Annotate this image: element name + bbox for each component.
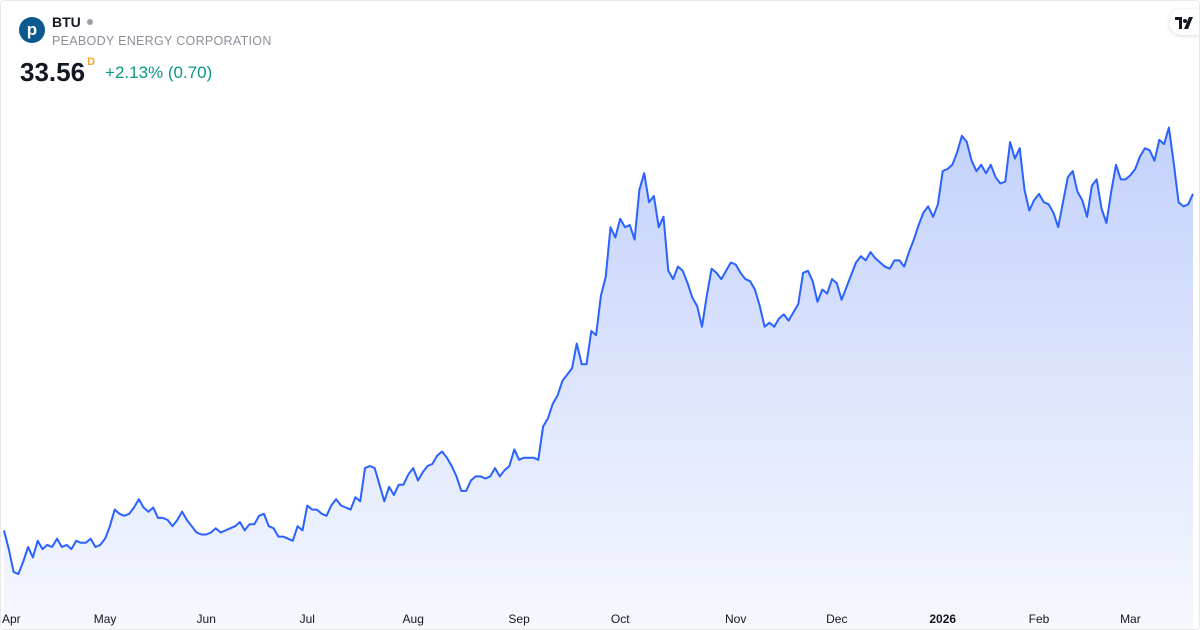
last-price: 33.56: [20, 57, 86, 87]
x-tick-label: Aug: [403, 612, 424, 626]
price-change: +2.13% (0.70): [105, 63, 213, 82]
price-line-header: 33.56 D +2.13% (0.70): [20, 56, 213, 88]
ticker-symbol[interactable]: BTU: [52, 14, 81, 30]
ticker-line: BTU: [52, 14, 93, 32]
x-tick-label: 2026: [929, 612, 956, 626]
market-status-dot-icon: [86, 19, 93, 25]
x-tick-label: Feb: [1029, 612, 1050, 626]
x-tick-label: Dec: [826, 612, 847, 626]
x-tick-label: Oct: [611, 612, 630, 626]
tradingview-logo-icon[interactable]: [1169, 9, 1199, 35]
company-logo: p: [19, 17, 45, 43]
x-tick-label: May: [94, 612, 117, 626]
interval-badge: D: [87, 56, 96, 68]
x-axis: AprMayJunJulAugSepOctNovDec2026FebMarApr: [2, 612, 1141, 626]
x-tick-label: Jul: [300, 612, 315, 626]
x-tick-label: Sep: [508, 612, 530, 626]
price-area-fill: [4, 127, 1193, 629]
company-name: PEABODY ENERGY CORPORATION: [52, 34, 272, 48]
x-tick-label: Apr: [2, 612, 21, 626]
x-tick-label: Mar: [1120, 612, 1141, 626]
price-line: [3, 126, 1194, 575]
x-tick-label: Nov: [725, 612, 746, 626]
x-tick-label: Jun: [197, 612, 216, 626]
